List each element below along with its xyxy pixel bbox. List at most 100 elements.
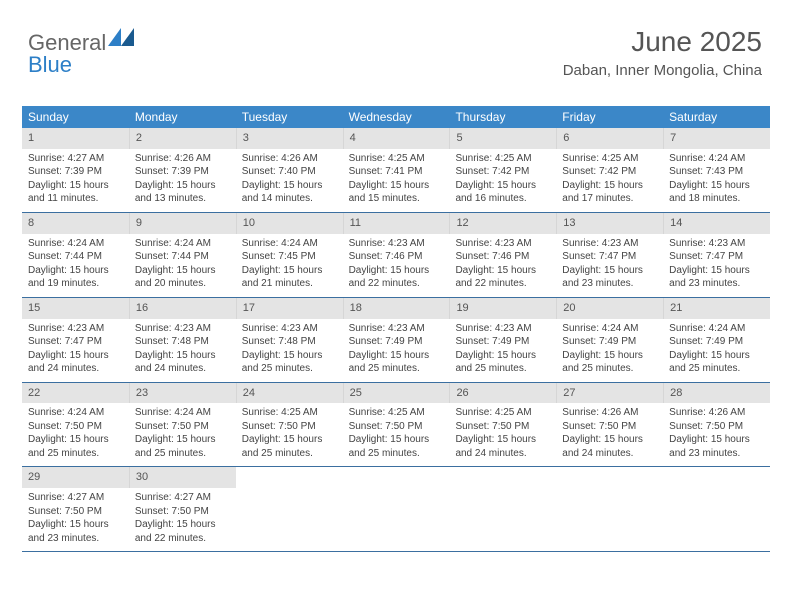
sunset-line: Sunset: 7:44 PM bbox=[135, 250, 230, 264]
daylight-line: Daylight: 15 hours and 25 minutes. bbox=[135, 433, 230, 460]
daylight-line: Daylight: 15 hours and 24 minutes. bbox=[28, 349, 123, 376]
day-number: 29 bbox=[22, 467, 129, 488]
sunrise-line: Sunrise: 4:26 AM bbox=[135, 152, 230, 166]
sunset-line: Sunset: 7:45 PM bbox=[242, 250, 337, 264]
daylight-line: Daylight: 15 hours and 11 minutes. bbox=[28, 179, 123, 206]
calendar-row: 1Sunrise: 4:27 AMSunset: 7:39 PMDaylight… bbox=[22, 128, 770, 213]
sunrise-line: Sunrise: 4:26 AM bbox=[562, 406, 657, 420]
day-number: 3 bbox=[236, 128, 343, 149]
day-body: Sunrise: 4:23 AMSunset: 7:46 PMDaylight:… bbox=[343, 234, 450, 297]
calendar-row: 29Sunrise: 4:27 AMSunset: 7:50 PMDayligh… bbox=[22, 467, 770, 552]
day-number: 2 bbox=[129, 128, 236, 149]
calendar-cell: 22Sunrise: 4:24 AMSunset: 7:50 PMDayligh… bbox=[22, 383, 129, 467]
day-number: 10 bbox=[236, 213, 343, 234]
sunrise-line: Sunrise: 4:23 AM bbox=[242, 322, 337, 336]
sunset-line: Sunset: 7:47 PM bbox=[28, 335, 123, 349]
day-number: 1 bbox=[22, 128, 129, 149]
day-body: Sunrise: 4:27 AMSunset: 7:50 PMDaylight:… bbox=[22, 488, 129, 551]
logo-triangle-icon bbox=[108, 28, 134, 46]
sunset-line: Sunset: 7:50 PM bbox=[135, 505, 230, 519]
sunset-line: Sunset: 7:48 PM bbox=[135, 335, 230, 349]
sunrise-line: Sunrise: 4:23 AM bbox=[669, 237, 764, 251]
calendar-cell: 26Sunrise: 4:25 AMSunset: 7:50 PMDayligh… bbox=[449, 383, 556, 467]
calendar-cell: 27Sunrise: 4:26 AMSunset: 7:50 PMDayligh… bbox=[556, 383, 663, 467]
calendar-cell: 9 Sunrise: 4:24 AMSunset: 7:44 PMDaylight… bbox=[129, 213, 236, 297]
calendar-cell: 11Sunrise: 4:23 AMSunset: 7:46 PMDayligh… bbox=[343, 213, 450, 297]
page-subtitle: Daban, Inner Mongolia, China bbox=[563, 62, 762, 79]
logo-text-blue: Blue bbox=[28, 52, 72, 77]
daylight-line: Daylight: 15 hours and 25 minutes. bbox=[28, 433, 123, 460]
calendar-cell: 16Sunrise: 4:23 AMSunset: 7:48 PMDayligh… bbox=[129, 298, 236, 382]
sunrise-line: Sunrise: 4:23 AM bbox=[349, 237, 444, 251]
day-number: 11 bbox=[343, 213, 450, 234]
daylight-line: Daylight: 15 hours and 21 minutes. bbox=[242, 264, 337, 291]
sunrise-line: Sunrise: 4:24 AM bbox=[669, 152, 764, 166]
sunset-line: Sunset: 7:50 PM bbox=[28, 505, 123, 519]
calendar-cell: .. bbox=[556, 467, 663, 551]
sunset-line: Sunset: 7:49 PM bbox=[562, 335, 657, 349]
daylight-line: Daylight: 15 hours and 22 minutes. bbox=[349, 264, 444, 291]
day-body: Sunrise: 4:27 AMSunset: 7:50 PMDaylight:… bbox=[129, 488, 236, 551]
sunrise-line: Sunrise: 4:24 AM bbox=[669, 322, 764, 336]
day-number: 24 bbox=[236, 383, 343, 404]
day-body: Sunrise: 4:23 AMSunset: 7:49 PMDaylight:… bbox=[343, 319, 450, 382]
day-number: 18 bbox=[343, 298, 450, 319]
weekday-friday: Friday bbox=[556, 106, 663, 128]
day-number: 9 bbox=[129, 213, 236, 234]
day-body: Sunrise: 4:23 AMSunset: 7:49 PMDaylight:… bbox=[449, 319, 556, 382]
calendar-cell: 24Sunrise: 4:25 AMSunset: 7:50 PMDayligh… bbox=[236, 383, 343, 467]
sunrise-line: Sunrise: 4:23 AM bbox=[28, 322, 123, 336]
logo-text-blue-wrapper: Blue bbox=[28, 52, 72, 78]
day-number: 5 bbox=[449, 128, 556, 149]
sunset-line: Sunset: 7:50 PM bbox=[349, 420, 444, 434]
sunset-line: Sunset: 7:48 PM bbox=[242, 335, 337, 349]
daylight-line: Daylight: 15 hours and 23 minutes. bbox=[669, 433, 764, 460]
calendar-cell: 28Sunrise: 4:26 AMSunset: 7:50 PMDayligh… bbox=[663, 383, 770, 467]
daylight-line: Daylight: 15 hours and 16 minutes. bbox=[455, 179, 550, 206]
day-body: Sunrise: 4:24 AMSunset: 7:45 PMDaylight:… bbox=[236, 234, 343, 297]
day-body: Sunrise: 4:25 AMSunset: 7:41 PMDaylight:… bbox=[343, 149, 450, 212]
calendar-cell: 30Sunrise: 4:27 AMSunset: 7:50 PMDayligh… bbox=[129, 467, 236, 551]
daylight-line: Daylight: 15 hours and 25 minutes. bbox=[349, 433, 444, 460]
calendar-cell: 10Sunrise: 4:24 AMSunset: 7:45 PMDayligh… bbox=[236, 213, 343, 297]
sunset-line: Sunset: 7:46 PM bbox=[455, 250, 550, 264]
day-body: Sunrise: 4:25 AMSunset: 7:50 PMDaylight:… bbox=[449, 403, 556, 466]
calendar-cell: 12Sunrise: 4:23 AMSunset: 7:46 PMDayligh… bbox=[449, 213, 556, 297]
sunset-line: Sunset: 7:39 PM bbox=[135, 165, 230, 179]
calendar-cell: 4Sunrise: 4:25 AMSunset: 7:41 PMDaylight… bbox=[343, 128, 450, 212]
calendar-cell: 3Sunrise: 4:26 AMSunset: 7:40 PMDaylight… bbox=[236, 128, 343, 212]
sunrise-line: Sunrise: 4:24 AM bbox=[135, 237, 230, 251]
daylight-line: Daylight: 15 hours and 23 minutes. bbox=[669, 264, 764, 291]
calendar-cell: 8Sunrise: 4:24 AMSunset: 7:44 PMDaylight… bbox=[22, 213, 129, 297]
daylight-line: Daylight: 15 hours and 13 minutes. bbox=[135, 179, 230, 206]
sunrise-line: Sunrise: 4:25 AM bbox=[349, 152, 444, 166]
calendar-cell: 20Sunrise: 4:24 AMSunset: 7:49 PMDayligh… bbox=[556, 298, 663, 382]
sunset-line: Sunset: 7:50 PM bbox=[669, 420, 764, 434]
daylight-line: Daylight: 15 hours and 22 minutes. bbox=[135, 518, 230, 545]
sunset-line: Sunset: 7:47 PM bbox=[669, 250, 764, 264]
calendar-cell: 29Sunrise: 4:27 AMSunset: 7:50 PMDayligh… bbox=[22, 467, 129, 551]
sunrise-line: Sunrise: 4:23 AM bbox=[135, 322, 230, 336]
day-number: 12 bbox=[449, 213, 556, 234]
sunset-line: Sunset: 7:40 PM bbox=[242, 165, 337, 179]
sunset-line: Sunset: 7:50 PM bbox=[562, 420, 657, 434]
calendar-cell: .. bbox=[449, 467, 556, 551]
day-number: 25 bbox=[343, 383, 450, 404]
calendar-row: 22Sunrise: 4:24 AMSunset: 7:50 PMDayligh… bbox=[22, 383, 770, 468]
sunrise-line: Sunrise: 4:27 AM bbox=[135, 491, 230, 505]
calendar-cell: 23Sunrise: 4:24 AMSunset: 7:50 PMDayligh… bbox=[129, 383, 236, 467]
sunset-line: Sunset: 7:50 PM bbox=[28, 420, 123, 434]
sunrise-line: Sunrise: 4:27 AM bbox=[28, 152, 123, 166]
day-body: Sunrise: 4:23 AMSunset: 7:47 PMDaylight:… bbox=[663, 234, 770, 297]
daylight-line: Daylight: 15 hours and 23 minutes. bbox=[28, 518, 123, 545]
day-body: Sunrise: 4:26 AMSunset: 7:39 PMDaylight:… bbox=[129, 149, 236, 212]
daylight-line: Daylight: 15 hours and 20 minutes. bbox=[135, 264, 230, 291]
day-number: 30 bbox=[129, 467, 236, 488]
sunrise-line: Sunrise: 4:23 AM bbox=[562, 237, 657, 251]
day-number: 20 bbox=[556, 298, 663, 319]
weekday-sunday: Sunday bbox=[22, 106, 129, 128]
daylight-line: Daylight: 15 hours and 19 minutes. bbox=[28, 264, 123, 291]
daylight-line: Daylight: 15 hours and 23 minutes. bbox=[562, 264, 657, 291]
weekday-header: SundayMondayTuesdayWednesdayThursdayFrid… bbox=[22, 106, 770, 128]
weekday-monday: Monday bbox=[129, 106, 236, 128]
